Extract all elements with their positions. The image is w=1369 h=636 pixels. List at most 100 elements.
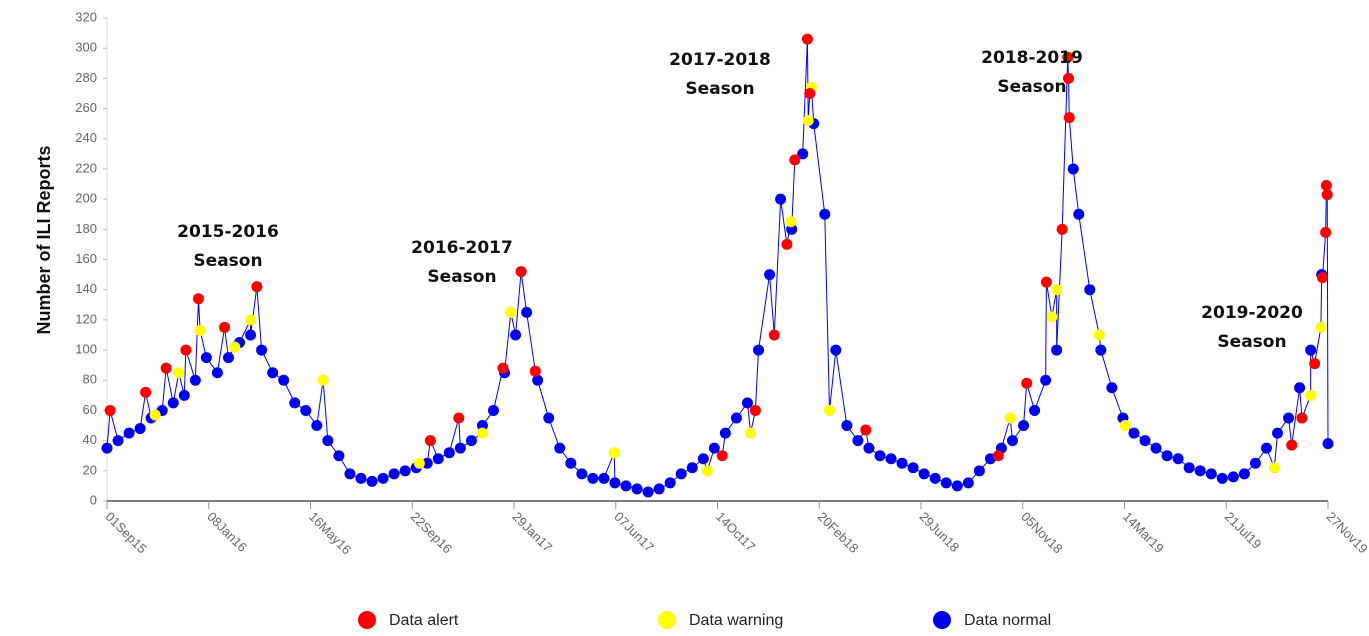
point [300, 404, 312, 416]
point [1227, 471, 1239, 483]
point [863, 442, 875, 454]
x-tick-label: 21Jul19 [1222, 509, 1265, 552]
point [1056, 223, 1068, 235]
connector [1089, 289, 1100, 336]
point [1268, 462, 1280, 474]
point [830, 344, 842, 356]
point [1320, 180, 1332, 192]
point [719, 427, 731, 439]
point [642, 486, 654, 498]
annotation: 2019-2020 [1201, 303, 1303, 323]
annotation: Season [997, 77, 1066, 97]
point [1322, 438, 1334, 450]
connector [316, 380, 324, 426]
legend-swatch [658, 611, 676, 629]
point [874, 450, 886, 462]
x-tick-label: 22Sep16 [408, 509, 455, 556]
point [802, 115, 814, 127]
point [962, 477, 974, 489]
y-tick-label: 160 [75, 251, 97, 266]
point [1062, 72, 1074, 84]
connector [515, 271, 522, 336]
connector [526, 312, 536, 372]
point [443, 447, 455, 459]
connector [183, 350, 187, 396]
point [344, 468, 356, 480]
point [608, 447, 620, 459]
connector [1100, 349, 1113, 388]
connector [1314, 327, 1322, 364]
connector [758, 274, 771, 351]
point [1128, 427, 1140, 439]
annotation: 2016-2017 [411, 238, 513, 258]
point [1106, 382, 1118, 394]
point [631, 483, 643, 495]
point [1006, 435, 1018, 447]
point [245, 329, 257, 341]
point [1150, 442, 1162, 454]
point [1119, 420, 1131, 432]
point [311, 420, 323, 432]
connector [802, 39, 808, 154]
point [768, 329, 780, 341]
point [697, 453, 709, 465]
connector [322, 380, 329, 441]
point [1296, 412, 1308, 424]
point [377, 472, 389, 484]
point [1040, 374, 1052, 386]
point [104, 404, 116, 416]
point [785, 216, 797, 228]
y-tick-label: 280 [75, 70, 97, 85]
point [194, 324, 206, 336]
point [432, 453, 444, 465]
point [1205, 468, 1217, 480]
point [278, 374, 290, 386]
x-tick-label: 05Nov18 [1018, 509, 1065, 556]
point [543, 412, 555, 424]
point [487, 404, 499, 416]
point [1073, 208, 1085, 220]
point [653, 483, 665, 495]
point [587, 472, 599, 484]
point [753, 344, 765, 356]
annotation: Season [193, 251, 262, 271]
point [1183, 462, 1195, 474]
connector [448, 417, 460, 453]
point [1305, 389, 1317, 401]
point [708, 442, 720, 454]
point [716, 450, 728, 462]
connector [806, 39, 809, 121]
point [1294, 382, 1306, 394]
point [149, 409, 161, 421]
connector [1291, 387, 1301, 446]
connector [1078, 214, 1091, 290]
point [1260, 442, 1272, 454]
connector [835, 349, 848, 426]
point [505, 306, 517, 318]
point [453, 412, 465, 424]
connector [520, 271, 528, 313]
point [1062, 51, 1074, 63]
point [797, 148, 809, 160]
point [940, 477, 952, 489]
y-tick-label: 320 [75, 9, 97, 24]
point [322, 435, 334, 447]
point [529, 365, 541, 377]
y-tick-label: 300 [75, 40, 97, 55]
point [885, 453, 897, 465]
point [167, 397, 179, 409]
point [764, 269, 776, 281]
point [497, 362, 509, 374]
x-tick-label: 20Feb18 [815, 509, 862, 556]
point [1315, 321, 1327, 333]
point [267, 367, 279, 379]
point [598, 472, 610, 484]
point [465, 435, 477, 447]
point [804, 87, 816, 99]
point [775, 193, 787, 205]
point [951, 480, 963, 492]
y-tick-label: 20 [83, 462, 97, 477]
point [1029, 404, 1041, 416]
annotation: 2017-2018 [669, 50, 771, 70]
point [229, 341, 241, 353]
